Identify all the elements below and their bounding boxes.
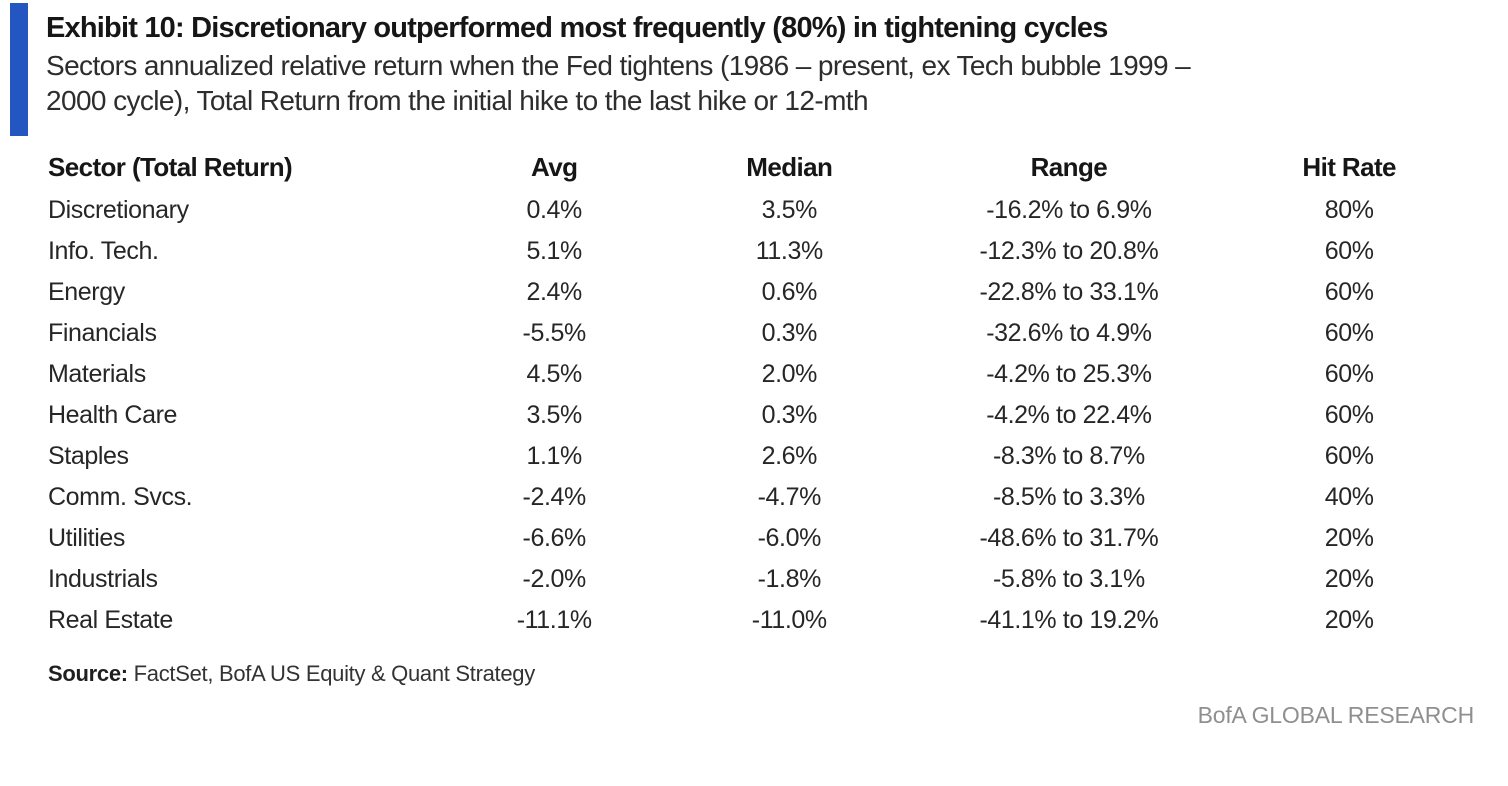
hit-rate-cell: 20% <box>1324 524 1374 553</box>
range-cell: -32.6% to 4.9% <box>986 319 1152 348</box>
sector-cell: Industrials <box>48 565 158 594</box>
range-cell: -41.1% to 19.2% <box>979 606 1159 635</box>
range-cell: -8.5% to 3.3% <box>992 483 1145 512</box>
median-cell: 0.6% <box>761 278 818 307</box>
hit-rate-cell: 20% <box>1324 565 1374 594</box>
median-cell: -4.7% <box>757 483 822 512</box>
sector-returns-table: Sector (Total Return) Avg Median Range H… <box>48 144 1460 641</box>
sector-cell: Staples <box>48 442 129 471</box>
range-cell: -12.3% to 20.8% <box>979 237 1159 266</box>
median-cell: 3.5% <box>761 196 818 225</box>
exhibit-header: Exhibit 10: Discretionary outperformed m… <box>0 0 1508 118</box>
sector-cell: Financials <box>48 319 157 348</box>
median-cell: 0.3% <box>761 401 818 430</box>
avg-cell: 1.1% <box>526 442 583 471</box>
range-cell: -8.3% to 8.7% <box>992 442 1145 471</box>
hit-rate-cell: 60% <box>1324 319 1374 348</box>
median-cell: 2.0% <box>761 360 818 389</box>
hit-rate-cell: 60% <box>1324 237 1374 266</box>
sector-cell: Utilities <box>48 524 125 553</box>
column-header-hit-rate: Hit Rate <box>1302 151 1396 182</box>
column-header-median: Median <box>746 151 833 182</box>
range-cell: -4.2% to 25.3% <box>986 360 1152 389</box>
table-row: Energy 2.4% 0.6% -22.8% to 33.1% 60% <box>48 272 1460 313</box>
table-row: Real Estate -11.1% -11.0% -41.1% to 19.2… <box>48 600 1460 641</box>
table-row: Financials -5.5% 0.3% -32.6% to 4.9% 60% <box>48 313 1460 354</box>
sector-cell: Comm. Svcs. <box>48 483 193 512</box>
avg-cell: 0.4% <box>526 196 583 225</box>
hit-rate-cell: 80% <box>1324 196 1374 225</box>
hit-rate-cell: 60% <box>1324 442 1374 471</box>
table-row: Materials 4.5% 2.0% -4.2% to 25.3% 60% <box>48 354 1460 395</box>
column-header-range: Range <box>1030 151 1108 182</box>
column-header-avg: Avg <box>531 151 578 182</box>
table-header-row: Sector (Total Return) Avg Median Range H… <box>48 144 1460 190</box>
bofa-global-research-brand: BofA GLOBAL RESEARCH <box>1197 702 1475 728</box>
sector-cell: Real Estate <box>48 606 173 635</box>
median-cell: 0.3% <box>761 319 818 348</box>
median-cell: 11.3% <box>755 237 823 266</box>
sector-cell: Energy <box>48 278 125 307</box>
range-cell: -16.2% to 6.9% <box>986 196 1152 225</box>
hit-rate-cell: 60% <box>1324 401 1374 430</box>
avg-cell: -2.4% <box>522 483 587 512</box>
hit-rate-cell: 40% <box>1324 483 1374 512</box>
median-cell: -1.8% <box>757 565 822 594</box>
range-cell: -22.8% to 33.1% <box>979 278 1159 307</box>
avg-cell: 2.4% <box>526 278 583 307</box>
avg-cell: -6.6% <box>522 524 587 553</box>
sector-cell: Health Care <box>48 401 177 430</box>
avg-cell: -2.0% <box>522 565 587 594</box>
hit-rate-cell: 60% <box>1324 278 1374 307</box>
sector-cell: Materials <box>48 360 146 389</box>
source-text: FactSet, BofA US Equity & Quant Strategy <box>127 661 536 687</box>
hit-rate-cell: 60% <box>1324 360 1374 389</box>
sector-cell: Info. Tech. <box>48 237 159 266</box>
table-row: Discretionary 0.4% 3.5% -16.2% to 6.9% 8… <box>48 190 1460 231</box>
median-cell: -6.0% <box>757 524 822 553</box>
table-row: Utilities -6.6% -6.0% -48.6% to 31.7% 20… <box>48 518 1460 559</box>
range-cell: -4.2% to 22.4% <box>986 401 1152 430</box>
median-cell: -11.0% <box>751 606 827 635</box>
column-header-sector: Sector (Total Return) <box>48 151 293 182</box>
hit-rate-cell: 20% <box>1324 606 1374 635</box>
exhibit-subtitle-line-1: Sectors annualized relative return when … <box>46 49 1191 81</box>
avg-cell: 4.5% <box>526 360 583 389</box>
range-cell: -48.6% to 31.7% <box>979 524 1159 553</box>
avg-cell: -11.1% <box>516 606 592 635</box>
sector-cell: Discretionary <box>48 196 189 225</box>
source-line: Source: FactSet, BofA US Equity & Quant … <box>48 661 1508 687</box>
table-row: Comm. Svcs. -2.4% -4.7% -8.5% to 3.3% 40… <box>48 477 1460 518</box>
table-row: Industrials -2.0% -1.8% -5.8% to 3.1% 20… <box>48 559 1460 600</box>
avg-cell: -5.5% <box>522 319 587 348</box>
accent-bar <box>10 3 28 136</box>
range-cell: -5.8% to 3.1% <box>992 565 1145 594</box>
exhibit-subtitle-line-2: 2000 cycle), Total Return from the initi… <box>46 84 869 116</box>
source-label: Source: <box>48 661 128 687</box>
median-cell: 2.6% <box>761 442 818 471</box>
table-row: Health Care 3.5% 0.3% -4.2% to 22.4% 60% <box>48 395 1460 436</box>
avg-cell: 3.5% <box>526 401 583 430</box>
table-row: Info. Tech. 5.1% 11.3% -12.3% to 20.8% 6… <box>48 231 1460 272</box>
table-row: Staples 1.1% 2.6% -8.3% to 8.7% 60% <box>48 436 1460 477</box>
avg-cell: 5.1% <box>526 237 583 266</box>
exhibit-title: Exhibit 10: Discretionary outperformed m… <box>46 12 1108 44</box>
